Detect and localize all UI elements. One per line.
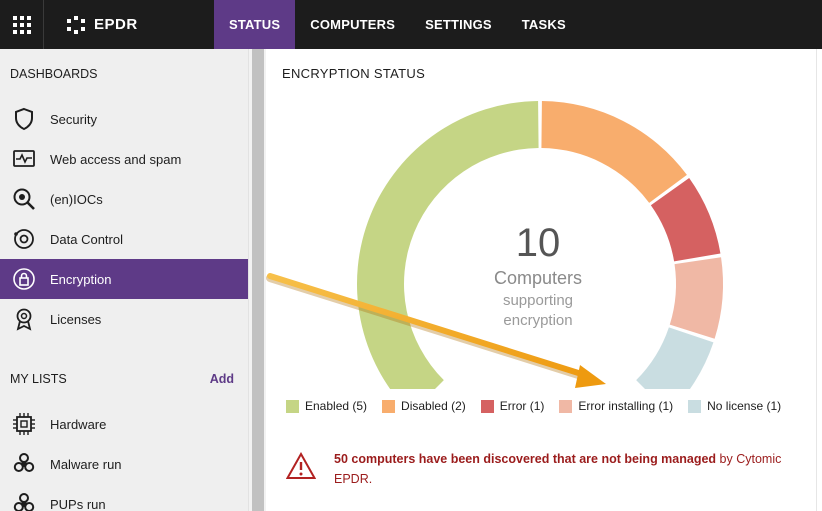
legend-label: Enabled (5)	[305, 399, 368, 413]
top-bar: EPDR STATUS COMPUTERS SETTINGS TASKS	[0, 0, 822, 49]
chart-legend: Enabled (5) Disabled (2) Error (1) Error…	[286, 399, 781, 413]
nav-settings[interactable]: SETTINGS	[425, 17, 492, 32]
legend-item-enabled[interactable]: Enabled (5)	[286, 399, 367, 413]
sidebar-item-encryption[interactable]: Encryption	[0, 259, 248, 299]
sidebar-list-hardware[interactable]: Hardware	[0, 404, 248, 444]
encryption-lock-icon	[10, 266, 37, 293]
brand-name: EPDR	[94, 16, 138, 33]
legend-swatch	[382, 399, 396, 413]
right-scroll-edge	[816, 49, 822, 511]
legend-item-error-installing[interactable]: Error installing (1)	[559, 399, 673, 413]
gauge-center-sub-line1: supporting	[502, 292, 574, 309]
legend-item-error[interactable]: Error (1)	[480, 399, 545, 413]
biohazard-icon	[10, 451, 37, 478]
biohazard-icon	[10, 491, 37, 511]
gauge-center-label: Computers	[493, 268, 583, 288]
my-lists-title: MY LISTS	[10, 372, 67, 386]
sidebar-item-label: Data Control	[50, 231, 123, 247]
panel-title: ENCRYPTION STATUS	[282, 66, 426, 81]
sidebar-scrollbar-thumb[interactable]	[252, 49, 264, 511]
sidebar-item-licenses[interactable]: Licenses	[0, 299, 248, 339]
sidebar-item-web-access[interactable]: Web access and spam	[0, 139, 248, 179]
sidebar-item-label: Security	[50, 111, 97, 127]
warning-rest: by Cytomic EPDR.	[334, 452, 782, 486]
sidebar-item-label: Encryption	[50, 271, 112, 287]
nav-computers[interactable]: COMPUTERS	[310, 17, 396, 32]
sidebar-item-label: Hardware	[50, 416, 107, 432]
data-control-icon	[10, 226, 37, 253]
encryption-status-panel: ENCRYPTION STATUS 10 Computers supportin…	[266, 49, 822, 511]
legend-item-disabled[interactable]: Disabled (2)	[382, 399, 466, 413]
sidebar-item-label: (en)IOCs	[50, 191, 103, 207]
legend-label: Disabled (2)	[401, 399, 466, 413]
warning-link[interactable]: 50 computers have been discovered that a…	[334, 452, 717, 466]
sidebar-item-security[interactable]: Security	[0, 99, 248, 139]
sidebar-item-label: PUPs run	[50, 496, 106, 511]
legend-swatch	[688, 399, 702, 413]
warning-text[interactable]: 50 computers have been discovered that a…	[334, 449, 806, 489]
sidebar-item-data-control[interactable]: Data Control	[0, 219, 248, 259]
gauge-segment-error-installing[interactable]	[669, 257, 723, 339]
legend-item-no-license[interactable]: No license (1)	[688, 399, 781, 413]
legend-label: Error (1)	[499, 399, 545, 413]
legend-swatch	[480, 399, 494, 413]
gauge-center-sub-line2: encryption	[503, 312, 573, 329]
chip-icon	[10, 411, 37, 438]
main-nav: STATUS COMPUTERS SETTINGS TASKS	[214, 0, 581, 49]
sidebar-list-malware-run[interactable]: Malware run	[0, 444, 248, 484]
nav-tasks[interactable]: TASKS	[521, 17, 566, 32]
grid-icon	[12, 15, 31, 34]
add-list-button[interactable]: Add	[209, 372, 234, 386]
ioc-magnifier-icon	[10, 186, 37, 213]
dashboards-heading: DASHBOARDS	[10, 67, 98, 81]
gauge-segment-disabled[interactable]	[541, 101, 687, 203]
legend-label: Error installing (1)	[578, 399, 674, 413]
gauge-center-value: 10	[515, 221, 561, 265]
shield-icon	[10, 106, 37, 133]
my-lists-heading: MY LISTS Add	[0, 368, 248, 390]
sidebar-item-iocs[interactable]: (en)IOCs	[0, 179, 248, 219]
legend-label: No license (1)	[707, 399, 782, 413]
gauge-segment-no-license[interactable]	[636, 327, 714, 389]
license-badge-icon	[10, 306, 37, 333]
sidebar: DASHBOARDS Security Web access and spam …	[0, 49, 248, 511]
brand[interactable]: EPDR	[44, 0, 214, 49]
activity-icon	[10, 146, 37, 173]
sidebar-item-label: Web access and spam	[50, 151, 182, 167]
sidebar-item-label: Malware run	[50, 456, 122, 472]
sidebar-scrollbar[interactable]	[248, 49, 266, 511]
unmanaged-computers-warning: 50 computers have been discovered that a…	[286, 449, 806, 489]
gauge-segment-error[interactable]	[650, 177, 721, 262]
nav-status[interactable]: STATUS	[214, 0, 296, 49]
legend-swatch	[559, 399, 573, 413]
gauge-center-sublabel: supporting encryption	[466, 291, 610, 331]
warning-triangle-icon	[286, 452, 316, 479]
apps-grid-button[interactable]	[0, 0, 44, 49]
sidebar-item-label: Licenses	[50, 311, 102, 327]
brand-logo-icon	[67, 15, 85, 34]
sidebar-list-pups-run[interactable]: PUPs run	[0, 484, 248, 511]
legend-swatch	[286, 399, 299, 413]
encryption-gauge-chart	[357, 101, 723, 389]
